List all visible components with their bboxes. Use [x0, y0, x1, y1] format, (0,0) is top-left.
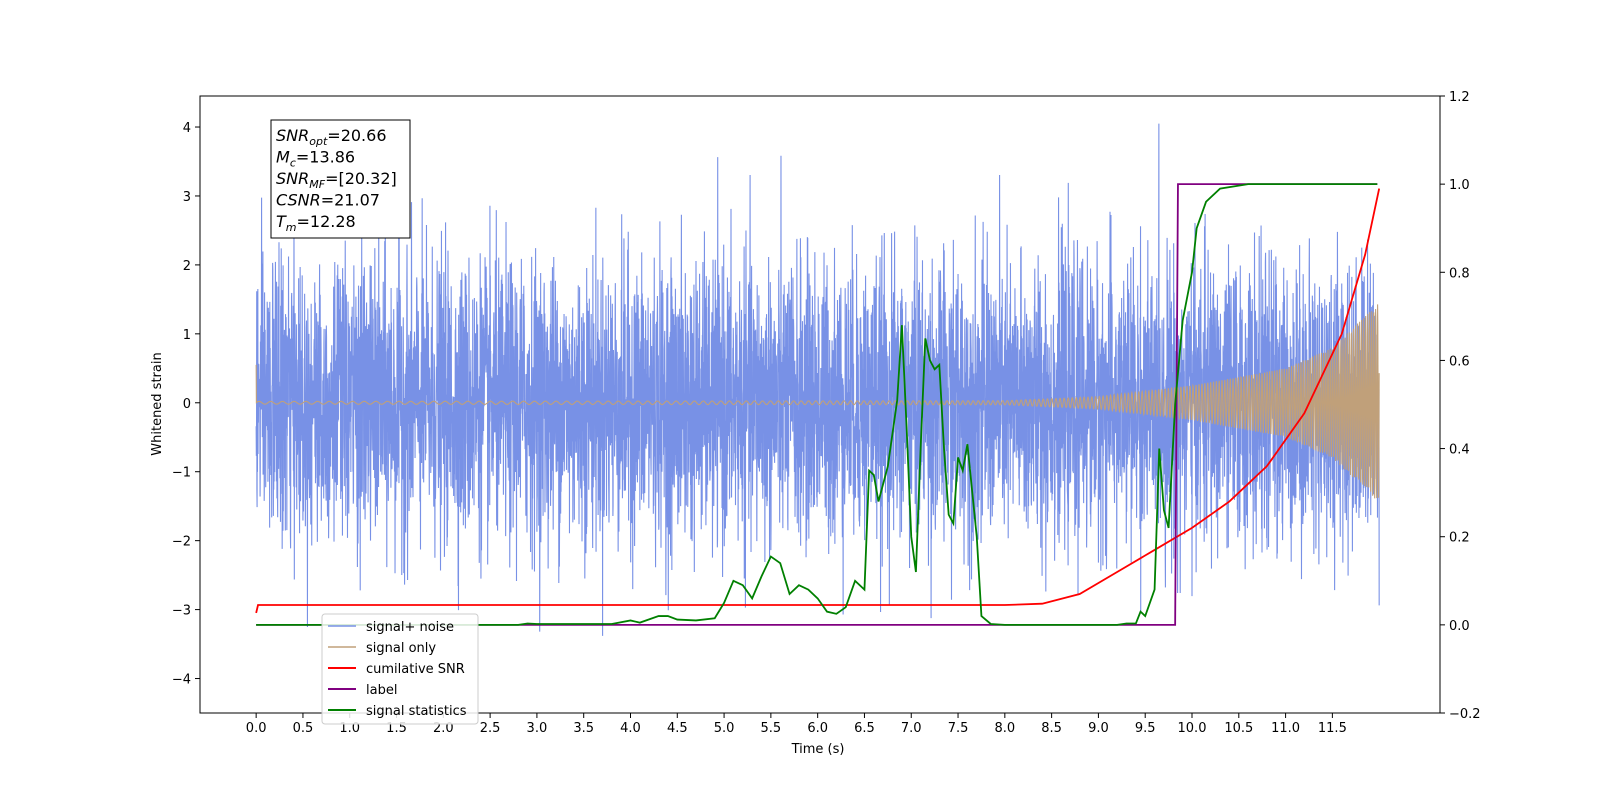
legend: signal+ noise signal only cumilative SNR la… — [321, 613, 479, 725]
series-line-signal-noise — [255, 123, 1380, 636]
annotation-line: Mc=13.86 — [276, 148, 355, 170]
annotation-line: SNRopt=20.66 — [276, 126, 387, 148]
x-tick-label: 3.5 — [573, 721, 594, 736]
y-left-tick-label: 4 — [183, 121, 191, 136]
x-tick-label: 8.5 — [1041, 721, 1062, 736]
x-axis: 0.0 0.5 1.0 1.5 2.0 2.5 3.0 3.5 4.0 4.5 5.0 5.5 6.0 6… — [246, 713, 1347, 736]
x-tick-label: 2.0 — [433, 721, 454, 736]
annotation-line: SNRMF=[20.32] — [276, 169, 397, 191]
y-left-tick-label: 1 — [183, 328, 191, 343]
x-tick-label: 10.5 — [1224, 721, 1253, 736]
y-right-tick-label: 0.6 — [1449, 354, 1470, 369]
annotation-line: Tm=12.28 — [276, 212, 356, 234]
x-tick-label: 6.0 — [807, 721, 828, 736]
y-axis-label: Whitened strain — [150, 352, 165, 455]
x-tick-label: 2.5 — [480, 721, 501, 736]
y-right-tick-label: −0.2 — [1449, 707, 1481, 722]
legend-entry: signal statistics — [366, 704, 467, 719]
series-line-cumilative-snr — [255, 188, 1381, 614]
y-right-tick-label: 0.8 — [1449, 266, 1470, 281]
series-line-signal-statistics — [256, 183, 1378, 626]
x-tick-label: 3.0 — [527, 721, 548, 736]
x-tick-label: 0.5 — [293, 721, 314, 736]
axes-frame — [199, 95, 1441, 714]
x-tick-label: 5.5 — [761, 721, 782, 736]
y-right-tick-label: 1.0 — [1449, 178, 1470, 193]
x-tick-label: 6.5 — [854, 721, 875, 736]
x-tick-label: 7.0 — [901, 721, 922, 736]
y-left-tick-label: −4 — [172, 673, 191, 688]
x-tick-label: 8.0 — [994, 721, 1015, 736]
x-tick-label: 1.5 — [386, 721, 407, 736]
y-left-tick-label: −3 — [172, 604, 191, 619]
y-left-tick-label: 3 — [183, 190, 191, 205]
x-tick-label: 7.5 — [948, 721, 969, 736]
x-tick-label: 10.0 — [1178, 721, 1207, 736]
legend-frame — [321, 613, 479, 725]
x-tick-label: 4.5 — [667, 721, 688, 736]
annotation-frame — [270, 119, 411, 239]
y-right-tick-label: 0.2 — [1449, 531, 1470, 546]
legend-entry: cumilative SNR — [366, 662, 465, 677]
x-tick-label: 1.0 — [339, 721, 360, 736]
x-tick-label: 4.0 — [620, 721, 641, 736]
y-right-tick-label: 1.2 — [1449, 90, 1470, 105]
plot-area — [255, 123, 1381, 636]
y-left-tick-label: 2 — [183, 259, 191, 274]
y-axis-right: −0.2 0.0 0.2 0.4 0.6 0.8 1.0 1.2 — [1440, 90, 1481, 722]
legend-entry: signal only — [366, 641, 436, 656]
x-tick-label: 0.0 — [246, 721, 267, 736]
y-right-tick-label: 0.0 — [1449, 619, 1470, 634]
y-left-tick-label: −1 — [172, 466, 191, 481]
x-tick-label: 5.0 — [714, 721, 735, 736]
legend-entry: signal+ noise — [366, 620, 454, 635]
y-right-tick-label: 0.4 — [1449, 443, 1470, 458]
x-tick-label: 11.0 — [1271, 721, 1300, 736]
y-axis-left: −4 −3 −2 −1 0 1 2 3 4 — [172, 121, 200, 688]
annotation-line: CSNR=21.07 — [276, 191, 380, 210]
x-tick-label: 9.0 — [1088, 721, 1109, 736]
metrics-annotation-box: SNRopt=20.66Mc=13.86SNRMF=[20.32]CSNR=21… — [270, 119, 411, 239]
x-tick-label: 9.5 — [1135, 721, 1156, 736]
series-line-signal-only — [255, 304, 1380, 499]
legend-entry: label — [366, 683, 397, 698]
y-left-tick-label: 0 — [183, 397, 191, 412]
x-axis-label: Time (s) — [791, 742, 845, 757]
y-left-tick-label: −2 — [172, 535, 191, 550]
x-tick-label: 11.5 — [1318, 721, 1347, 736]
